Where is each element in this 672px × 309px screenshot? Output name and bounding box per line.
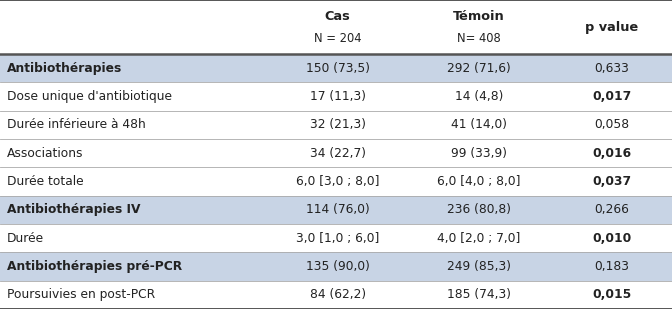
Text: p value: p value [585,21,638,34]
Text: N= 408: N= 408 [457,32,501,45]
Text: Antibiothérapies: Antibiothérapies [7,62,122,75]
Bar [0,252,672,281]
Text: 114 (76,0): 114 (76,0) [306,203,370,216]
Text: 185 (74,3): 185 (74,3) [447,288,511,301]
Text: Poursuivies en post-PCR: Poursuivies en post-PCR [7,288,155,301]
Text: 0,010: 0,010 [592,232,631,245]
Text: 0,266: 0,266 [594,203,629,216]
Text: 150 (73,5): 150 (73,5) [306,62,370,75]
Text: 0,016: 0,016 [592,147,631,160]
Text: Dose unique d'antibiotique: Dose unique d'antibiotique [7,90,172,103]
Text: 292 (71,6): 292 (71,6) [447,62,511,75]
Text: 6,0 [3,0 ; 8,0]: 6,0 [3,0 ; 8,0] [296,175,380,188]
Text: 135 (90,0): 135 (90,0) [306,260,370,273]
Text: Antibiothérapies pré-PCR: Antibiothérapies pré-PCR [7,260,182,273]
Text: Témoin: Témoin [453,10,505,23]
Text: N = 204: N = 204 [314,32,362,45]
Text: 17 (11,3): 17 (11,3) [310,90,366,103]
Text: 0,037: 0,037 [592,175,631,188]
Text: 249 (85,3): 249 (85,3) [447,260,511,273]
Bar [0,54,672,83]
Text: 0,017: 0,017 [592,90,631,103]
Text: 6,0 [4,0 ; 8,0]: 6,0 [4,0 ; 8,0] [437,175,521,188]
Text: Antibiothérapies IV: Antibiothérapies IV [7,203,140,216]
Text: 41 (14,0): 41 (14,0) [451,118,507,131]
Text: 84 (62,2): 84 (62,2) [310,288,366,301]
Text: Associations: Associations [7,147,83,160]
Text: 3,0 [1,0 ; 6,0]: 3,0 [1,0 ; 6,0] [296,232,380,245]
Text: 34 (22,7): 34 (22,7) [310,147,366,160]
Text: 0,058: 0,058 [594,118,629,131]
Text: Cas: Cas [325,10,351,23]
Text: 14 (4,8): 14 (4,8) [455,90,503,103]
Text: 99 (33,9): 99 (33,9) [451,147,507,160]
Text: 0,183: 0,183 [594,260,629,273]
Text: 32 (21,3): 32 (21,3) [310,118,366,131]
Text: 236 (80,8): 236 (80,8) [447,203,511,216]
Text: 0,015: 0,015 [592,288,631,301]
Text: Durée inférieure à 48h: Durée inférieure à 48h [7,118,145,131]
Text: Durée: Durée [7,232,44,245]
Text: Durée totale: Durée totale [7,175,83,188]
Text: 0,633: 0,633 [594,62,629,75]
Bar [0,196,672,224]
Text: 4,0 [2,0 ; 7,0]: 4,0 [2,0 ; 7,0] [437,232,521,245]
